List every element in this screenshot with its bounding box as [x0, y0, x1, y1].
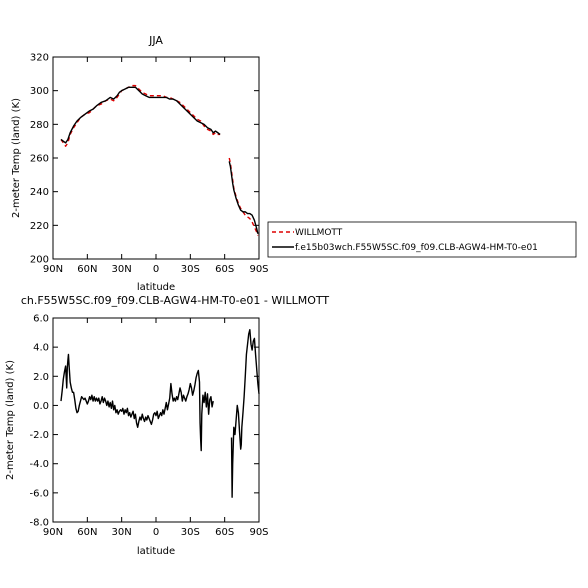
bottom-x-tick-label: 60S [215, 527, 234, 538]
bottom-x-tick-label: 0 [153, 527, 159, 538]
top-panel: JJA 90N 60N 30N 0 30S 60S 90S 320 300 280 260 240 22… [11, 34, 269, 293]
top-x-tick-label: 90N [43, 264, 63, 275]
top-series-1-line [228, 161, 259, 234]
top-x-tick-label: 30S [181, 264, 200, 275]
bottom-x-tick-label: 90S [249, 527, 268, 538]
bottom-y-tick-label: 4.0 [33, 343, 49, 354]
top-panel-xlabel: latitude [137, 282, 175, 293]
bottom-series-0-line [60, 353, 214, 452]
bottom-y-tick-label: -6.0 [29, 488, 49, 499]
top-y-tick-label: 300 [30, 86, 49, 97]
bottom-panel: ch.F55W5SC.f09_f09.CLB-AGW4-HM-T0-e01 - … [5, 294, 329, 557]
bottom-x-tick-label: 90N [43, 527, 63, 538]
top-panel-ylabel: 2-meter Temp (land) (K) [11, 98, 22, 218]
top-panel-title: JJA [148, 34, 163, 47]
top-y-tick-label: 220 [30, 221, 49, 232]
bottom-panel-ylabel: 2-meter Temp (land) (K) [5, 360, 16, 480]
top-x-tick-label: 60S [215, 264, 234, 275]
bottom-panel-title: ch.F55W5SC.f09_f09.CLB-AGW4-HM-T0-e01 - … [21, 294, 330, 307]
top-x-tick-label: 90S [249, 264, 268, 275]
top-x-tick-label: 0 [153, 264, 159, 275]
bottom-series-0-line [230, 328, 260, 498]
bottom-x-tick-label: 30N [112, 527, 132, 538]
legend-willmott-label: WILLMOTT [295, 228, 343, 238]
top-x-tick-label: 30N [112, 264, 132, 275]
legend: WILLMOTT f.e15b03wch.F55W5SC.f09_f09.CLB… [267, 221, 577, 258]
bottom-y-tick-label: 0.0 [33, 401, 49, 412]
legend-model-label: f.e15b03wch.F55W5SC.f09_f09.CLB-AGW4-HM-… [295, 243, 538, 253]
bottom-y-tick-label: 6.0 [33, 314, 49, 325]
bottom-y-tick-label: 2.0 [33, 372, 49, 383]
legend-box [267, 221, 577, 258]
bottom-x-tick-label: 30S [181, 527, 200, 538]
bottom-x-tick-label: 60N [77, 527, 97, 538]
bottom-y-tick-label: -2.0 [29, 430, 49, 441]
bottom-y-tick-label: -8.0 [29, 518, 49, 529]
top-y-tick-label: 200 [30, 255, 49, 266]
top-series-0-line [228, 157, 259, 236]
top-y-tick-label: 280 [30, 120, 49, 131]
top-y-tick-label: 240 [30, 187, 49, 198]
top-x-tick-label: 60N [77, 264, 97, 275]
bottom-panel-xlabel: latitude [137, 546, 175, 557]
bottom-plot-frame [52, 317, 260, 523]
bottom-y-tick-label: -4.0 [29, 459, 49, 470]
top-series-1-line [60, 86, 221, 144]
top-y-tick-label: 260 [30, 154, 49, 165]
top-plot-frame [52, 56, 260, 260]
top-y-tick-label: 320 [30, 53, 49, 64]
top-series-0-line [60, 84, 221, 147]
